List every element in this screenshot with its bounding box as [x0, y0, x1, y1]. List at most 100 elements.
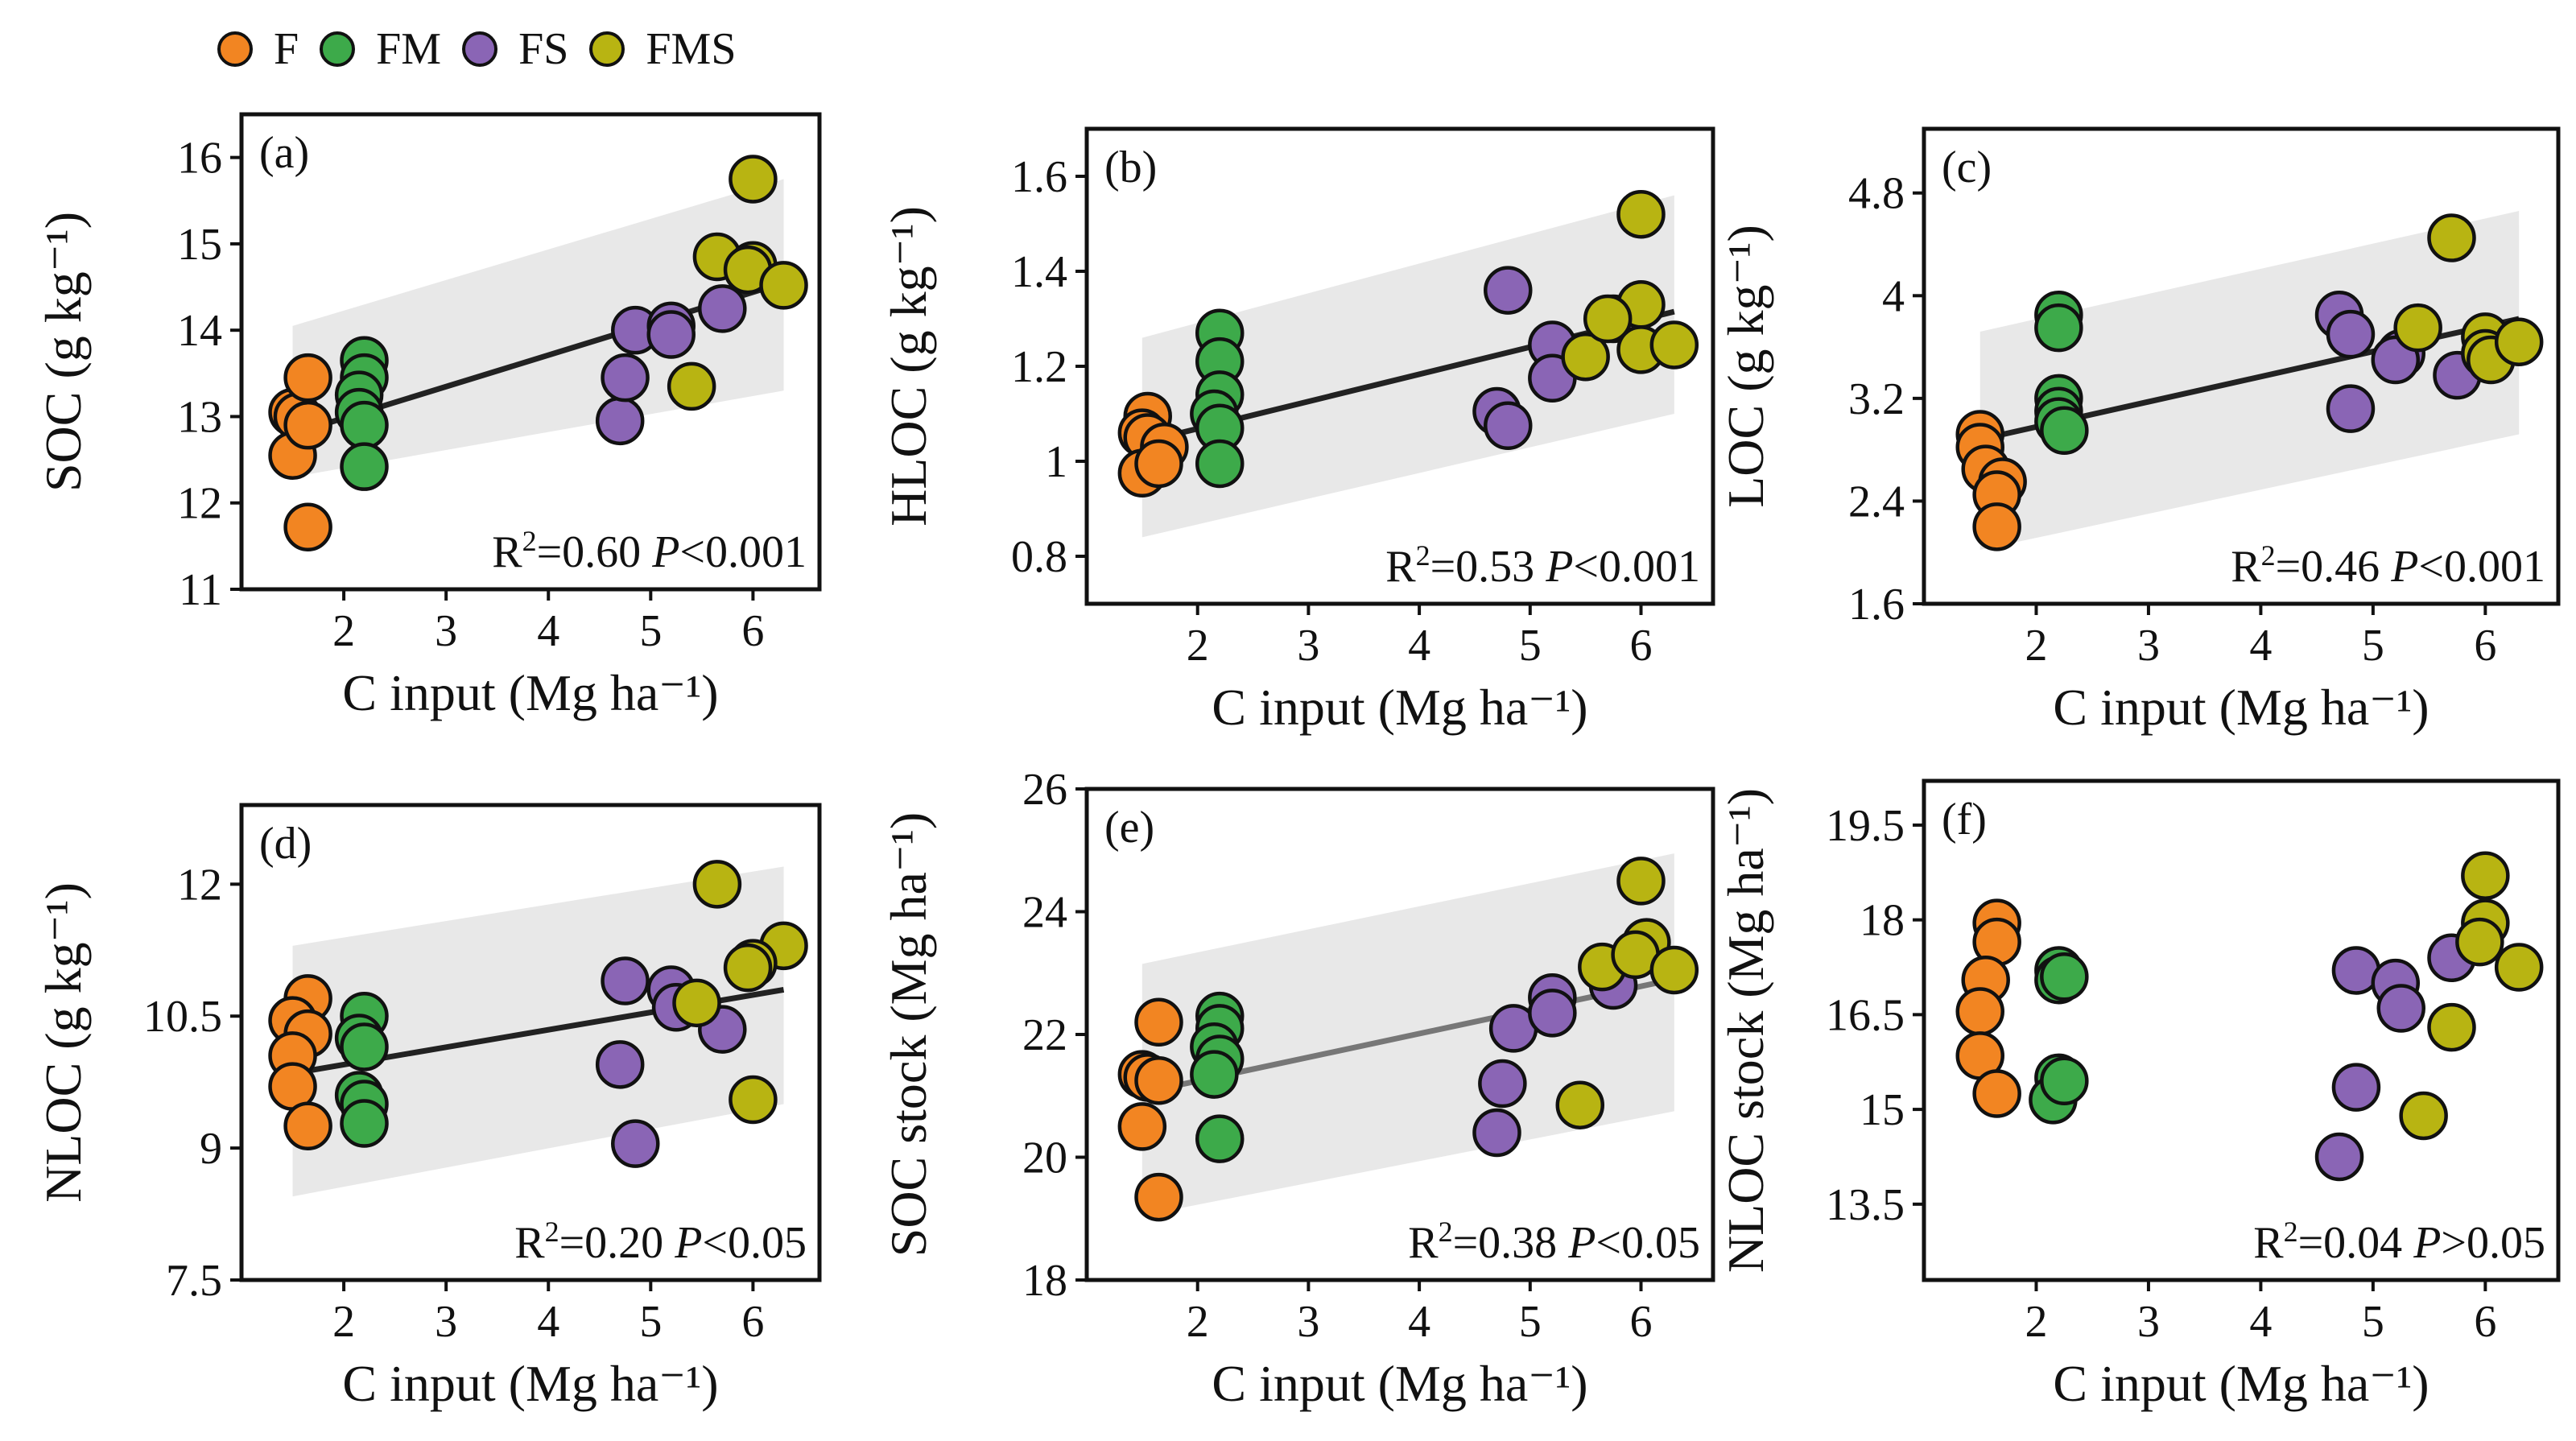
point-fms [729, 1075, 778, 1125]
point-fms [2455, 917, 2504, 967]
x-tick-label: 5 [1519, 621, 1542, 671]
y-tick-label: 13.5 [1826, 1180, 1905, 1230]
point-f [1117, 1102, 1167, 1151]
panel-b: 2 3 4 5 6 0.8 1 1.2 1.4 1.6 (b) R2=0.53 P<0.001 C in… [880, 126, 1715, 736]
point-f [1134, 1172, 1183, 1222]
point-fms [1616, 857, 1666, 906]
point-fm [340, 1022, 389, 1071]
y-tick-label: 1.6 [1848, 580, 1905, 630]
y-tick-label: 1 [1045, 437, 1067, 487]
point-fms [1649, 945, 1699, 995]
axes-frame [239, 803, 822, 1282]
x-tick-label: 2 [332, 606, 355, 656]
panel-a: 2 3 4 5 6 11 12 13 14 15 16 (a) R2=0.60 P<0.001 C inp… [35, 112, 822, 721]
point-fms [759, 261, 808, 310]
point-fs [2326, 384, 2376, 433]
point-fs [601, 353, 650, 403]
x-tick-label: 4 [2249, 1297, 2272, 1347]
legend-label-fs: FS [518, 24, 569, 74]
x-tick-label: 4 [1408, 621, 1430, 671]
point-fms [2461, 851, 2510, 900]
point-fm [1190, 1050, 1239, 1099]
panel-d: 2 3 4 5 6 7.5 9 10.5 12 (d) R2=0.20 P<0.05 C input … [35, 803, 822, 1412]
point-fm [340, 400, 389, 450]
x-tick-label: 6 [741, 1297, 764, 1347]
y-axis-label: NLOC stock (Mg ha⁻¹) [1717, 788, 1774, 1273]
panel-c: 2 3 4 5 6 1.6 2.4 3.2 4 4.8 (c) R2=0.46 P<0.001 C in… [1717, 126, 2561, 736]
point-fm [2040, 1056, 2089, 1106]
x-tick-label: 4 [537, 606, 559, 656]
x-axis-label: C input (Mg ha⁻¹) [2053, 1355, 2429, 1412]
legend-item-fm: FM [320, 23, 441, 75]
point-fs [611, 1119, 660, 1168]
confidence-band [1141, 195, 1674, 538]
x-tick-label: 5 [2362, 1297, 2384, 1347]
y-tick-label: 1.4 [1011, 247, 1067, 297]
point-fs [646, 310, 696, 359]
panel-label: (c) [1942, 142, 1992, 192]
point-fs [1484, 266, 1533, 315]
y-tick-label: 24 [1022, 888, 1067, 938]
axes-frame [1922, 126, 2561, 606]
y-tick-label: 12 [177, 860, 222, 910]
x-axis-label: C input (Mg ha⁻¹) [342, 1355, 718, 1412]
legend-marker-fm [320, 31, 356, 67]
x-tick-label: 3 [1297, 621, 1319, 671]
point-f [1134, 439, 1183, 489]
point-fs [595, 396, 645, 446]
y-axis-label: SOC stock (Mg ha⁻¹) [880, 812, 937, 1257]
legend-item-f: F [217, 23, 299, 75]
legend-marker-fs [462, 31, 498, 67]
panel-f: 2 3 4 5 6 13.5 15 16.5 18 19.5 (f) R2=0.04 P>0.05 C … [1717, 778, 2561, 1412]
x-tick-label: 6 [1629, 621, 1652, 671]
point-f [1134, 997, 1183, 1047]
y-tick-label: 19.5 [1826, 801, 1905, 851]
stats-annotation: R2=0.04 P>0.05 [2253, 1216, 2545, 1268]
x-tick-label: 6 [741, 606, 764, 656]
point-fms [2427, 1002, 2476, 1052]
y-tick-label: 0.8 [1011, 532, 1067, 582]
y-tick-label: 12 [177, 479, 222, 529]
point-fms [723, 943, 773, 993]
point-fs [1478, 1059, 1527, 1109]
x-tick-label: 5 [639, 1297, 662, 1347]
y-tick-label: 10.5 [143, 992, 222, 1042]
y-axis-label: SOC (g kg⁻¹) [35, 212, 92, 492]
y-tick-label: 26 [1022, 765, 1067, 815]
legend: F FM FS FMS [217, 21, 757, 77]
panel-label: (d) [259, 819, 312, 869]
x-tick-label: 4 [2249, 621, 2272, 671]
x-tick-label: 2 [2025, 621, 2047, 671]
x-tick-label: 2 [1187, 1297, 1209, 1347]
point-fs [2314, 1132, 2364, 1182]
panel-label: (b) [1104, 142, 1157, 192]
x-axis-label: C input (Mg ha⁻¹) [342, 664, 718, 721]
point-fs [2331, 1063, 2381, 1112]
y-tick-label: 15 [1860, 1085, 1905, 1135]
point-f [1972, 1069, 2021, 1118]
legend-label-fms: FMS [646, 24, 737, 74]
y-tick-label: 13 [177, 392, 222, 442]
point-fms [1649, 320, 1699, 370]
x-tick-label: 6 [2474, 621, 2496, 671]
x-tick-label: 2 [332, 1297, 355, 1347]
x-tick-label: 6 [2474, 1297, 2496, 1347]
legend-item-fs: FS [462, 23, 568, 75]
x-tick-label: 3 [1297, 1297, 1319, 1347]
x-tick-label: 3 [2137, 1297, 2160, 1347]
confidence-band [292, 179, 784, 477]
point-fms [1555, 1080, 1605, 1129]
point-fm [2034, 303, 2083, 353]
y-tick-label: 9 [200, 1124, 222, 1174]
point-fms [2494, 943, 2544, 992]
legend-label-fm: FM [376, 24, 442, 74]
point-fm [1195, 439, 1245, 489]
point-fms [2399, 1091, 2448, 1141]
x-tick-label: 6 [1629, 1297, 1652, 1347]
y-tick-label: 1.6 [1011, 152, 1067, 202]
y-tick-label: 16.5 [1826, 990, 1905, 1040]
point-fs [595, 1040, 645, 1089]
legend-item-fms: FMS [589, 23, 736, 75]
point-fm [340, 1099, 389, 1148]
y-tick-label: 14 [177, 306, 222, 356]
